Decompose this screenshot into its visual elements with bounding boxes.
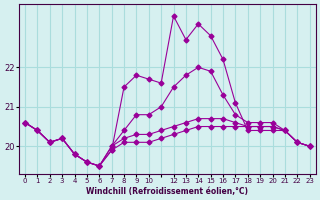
- X-axis label: Windchill (Refroidissement éolien,°C): Windchill (Refroidissement éolien,°C): [86, 187, 248, 196]
